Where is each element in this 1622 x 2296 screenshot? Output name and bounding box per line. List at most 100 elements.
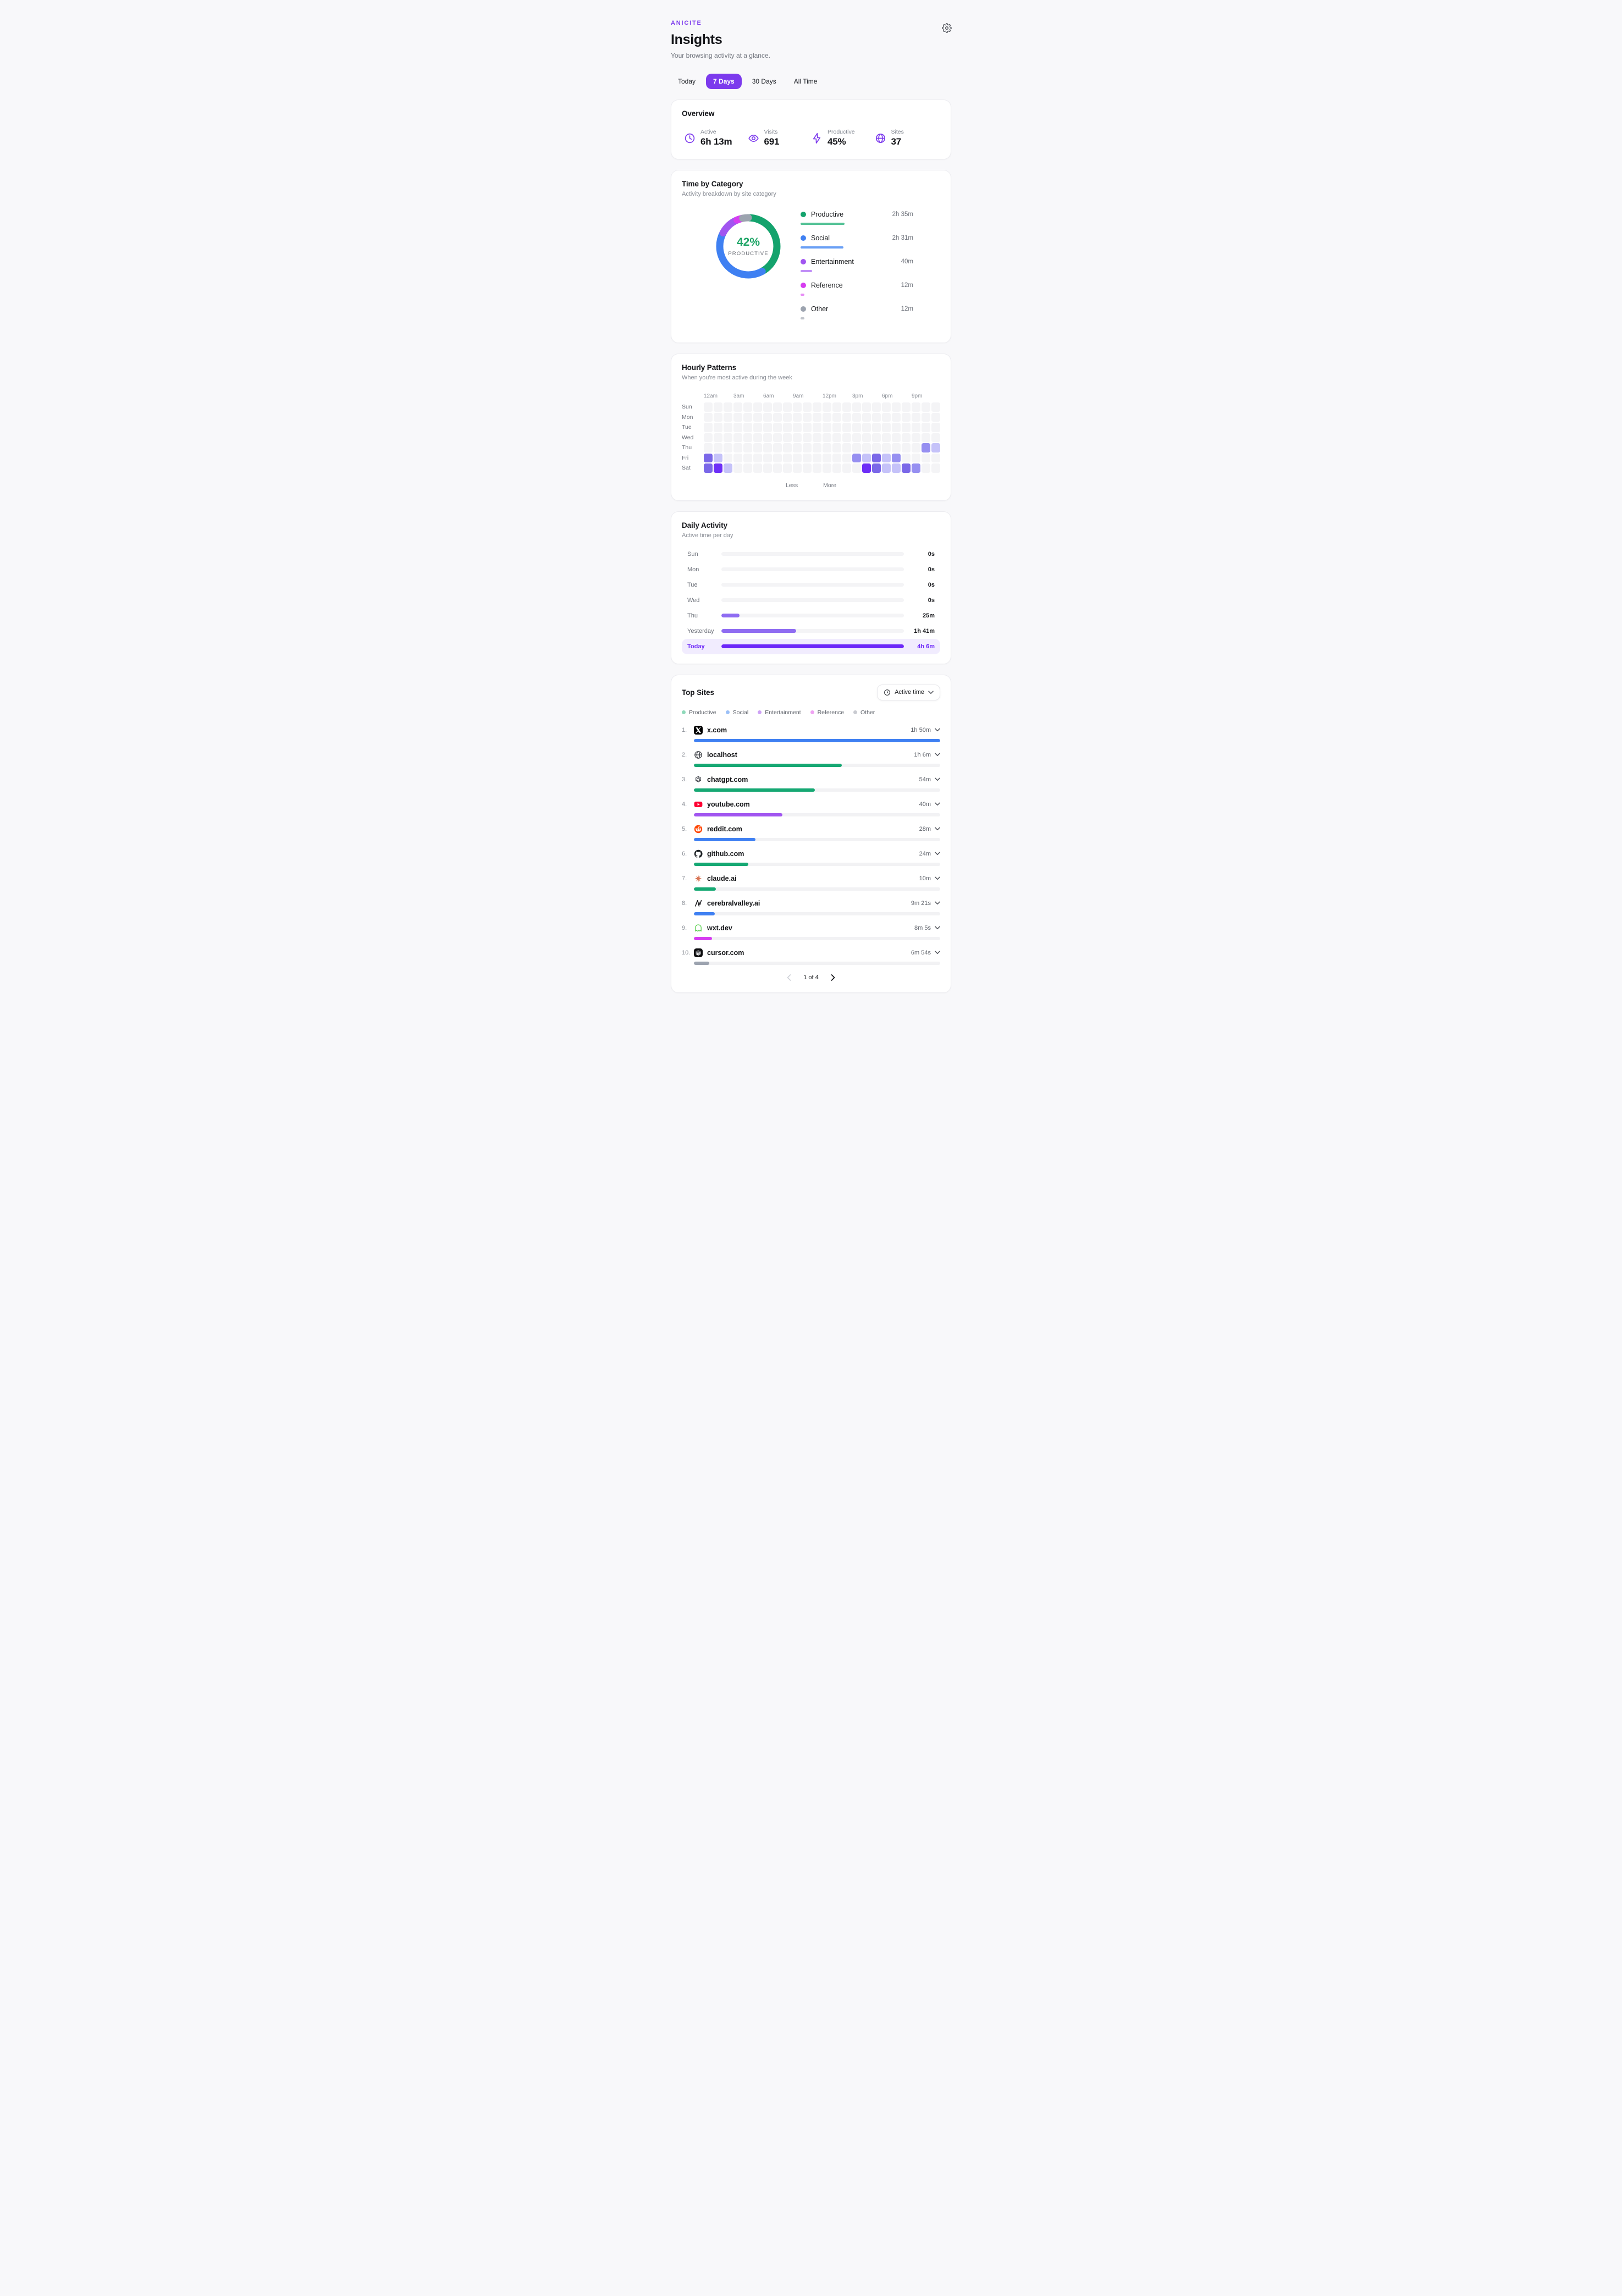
category-donut-chart: 42% PRODUCTIVE <box>713 211 784 282</box>
category-legend: Productive 2h 35m Social 2h 31m Entertainmen… <box>801 211 913 329</box>
page-subtitle: Your browsing activity at a glance. <box>671 52 770 59</box>
heatmap-cell <box>852 433 861 442</box>
clock-icon <box>884 689 891 696</box>
heatmap-cell <box>733 402 742 412</box>
heatmap-cell <box>704 412 713 422</box>
site-row-github-com[interactable]: 6. github.com 24m <box>682 849 940 866</box>
site-row-cerebralvalley-ai[interactable]: 8. cerebralvalley.ai 9m 21s <box>682 899 940 915</box>
heatmap-cell <box>842 463 851 473</box>
category-legend-item-productive: Productive 2h 35m <box>801 211 913 225</box>
chevron-down-icon[interactable] <box>935 753 940 757</box>
heatmap-cell <box>813 412 821 422</box>
chevron-down-icon[interactable] <box>935 901 940 905</box>
heatmap-cell <box>753 433 762 442</box>
daily-day-label: Thu <box>687 612 698 619</box>
heatmap-cell <box>704 463 713 473</box>
category-label: Other <box>860 709 875 716</box>
daily-activity-card: Daily Activity Active time per day Sun 0s… <box>671 511 951 664</box>
overview-card: Overview Active 6h 13m Visits 691 Productive… <box>671 100 951 159</box>
heatmap-cell <box>763 412 772 422</box>
heatmap-cell <box>922 443 930 452</box>
heatmap-cell <box>724 443 732 452</box>
legend-row: Reference 12m <box>801 282 913 289</box>
chevron-down-icon[interactable] <box>935 728 940 732</box>
chevron-down-icon[interactable] <box>935 876 940 880</box>
daily-day-label: Today <box>687 643 705 650</box>
heatmap-cell <box>803 423 812 432</box>
chevron-down-icon[interactable] <box>935 777 940 781</box>
chevron-down-icon[interactable] <box>935 926 940 930</box>
tab-7-days[interactable]: 7 Days <box>706 74 742 89</box>
site-time: 10m <box>919 875 931 882</box>
heatmap-cells <box>704 412 940 422</box>
site-bar-fill <box>694 936 712 940</box>
heatmap-cell <box>852 423 861 432</box>
tab-today[interactable]: Today <box>671 74 703 89</box>
site-rank: 9. <box>682 924 687 931</box>
heatmap-cells <box>704 433 940 442</box>
site-bar-track <box>694 862 940 866</box>
site-domain: reddit.com <box>707 825 742 833</box>
site-time: 24m <box>919 850 931 857</box>
heatmap-cell <box>862 463 871 473</box>
site-row-x-com[interactable]: 1. x.com 1h 50m <box>682 725 940 742</box>
site-bar-fill <box>694 813 783 816</box>
heatmap-cell <box>803 443 812 452</box>
site-bar-fill <box>694 788 815 792</box>
tab-all-time[interactable]: All Time <box>787 74 825 89</box>
site-row-cursor-com[interactable]: 10. cursor.com 6m 54s <box>682 948 940 965</box>
heatmap-cell <box>852 463 861 473</box>
site-rank: 1. <box>682 726 687 733</box>
site-domain: youtube.com <box>707 800 750 808</box>
chevron-down-icon[interactable] <box>935 827 940 831</box>
heatmap-cell <box>872 423 881 432</box>
site-row-localhost[interactable]: 2. localhost 1h 6m <box>682 750 940 767</box>
site-row-wxt-dev[interactable]: 9. wxt.dev 8m 5s <box>682 924 940 940</box>
heatmap-cells <box>704 423 940 432</box>
chevron-down-icon[interactable] <box>935 802 940 806</box>
next-page-button[interactable] <box>830 973 836 982</box>
heatmap-cell <box>743 402 752 412</box>
chevron-down-icon[interactable] <box>935 852 940 856</box>
heatmap-cell <box>931 433 940 442</box>
previous-page-button[interactable] <box>786 973 792 982</box>
cursor-favicon <box>694 948 703 957</box>
site-bar-fill <box>694 912 715 915</box>
heatmap-cell <box>872 412 881 422</box>
heatmap-cell <box>862 423 871 432</box>
chevron-down-icon[interactable] <box>935 951 940 954</box>
heatmap-cell <box>842 423 851 432</box>
stat-value: 37 <box>891 136 902 147</box>
time-by-category-card: Time by Category Activity breakdown by s… <box>671 170 951 343</box>
site-bar-track <box>694 763 940 767</box>
heatmap-cell <box>714 463 722 473</box>
daily-day-label: Mon <box>687 566 699 573</box>
site-row-reddit-com[interactable]: 5. reddit.com 28m <box>682 825 940 841</box>
site-rank: 3. <box>682 776 687 783</box>
overview-stats: Active 6h 13m Visits 691 Productive 45% Sites 3… <box>682 129 940 150</box>
hourly-heatmap: 12am 3am 6am 9am 12pm 3pm 6pm 9pm Sun Mon Tue Wed T… <box>682 393 940 491</box>
heatmap-cell <box>922 412 930 422</box>
heatmap-cell <box>763 402 772 412</box>
site-row-line: 8. cerebralvalley.ai 9m 21s <box>682 899 940 908</box>
heatmap-cell <box>724 423 732 432</box>
site-domain: localhost <box>707 750 737 759</box>
category-bar <box>801 246 843 249</box>
sort-metric-dropdown[interactable]: Active time <box>877 684 940 700</box>
site-row-line: 2. localhost 1h 6m <box>682 750 940 759</box>
site-row-claude-ai[interactable]: 7. claude.ai 10m <box>682 874 940 891</box>
category-bar <box>801 317 804 319</box>
tab-30-days[interactable]: 30 Days <box>745 74 784 89</box>
heatmap-cell <box>882 453 891 462</box>
heatmap-cell <box>892 423 901 432</box>
stat-label: Visits <box>764 129 778 135</box>
settings-button[interactable] <box>940 22 953 35</box>
time-range-tabs: Today 7 Days 30 Days All Time <box>671 74 951 89</box>
category-subtitle: Activity breakdown by site category <box>682 191 776 197</box>
heatmap-cell <box>892 412 901 422</box>
category-dot <box>801 283 806 288</box>
site-row-youtube-com[interactable]: 4. youtube.com 40m <box>682 800 940 816</box>
site-row-chatgpt-com[interactable]: 3. chatgpt.com 54m <box>682 775 940 792</box>
sites-legend-social: Social <box>725 709 748 716</box>
heatmap-cell <box>724 412 732 422</box>
